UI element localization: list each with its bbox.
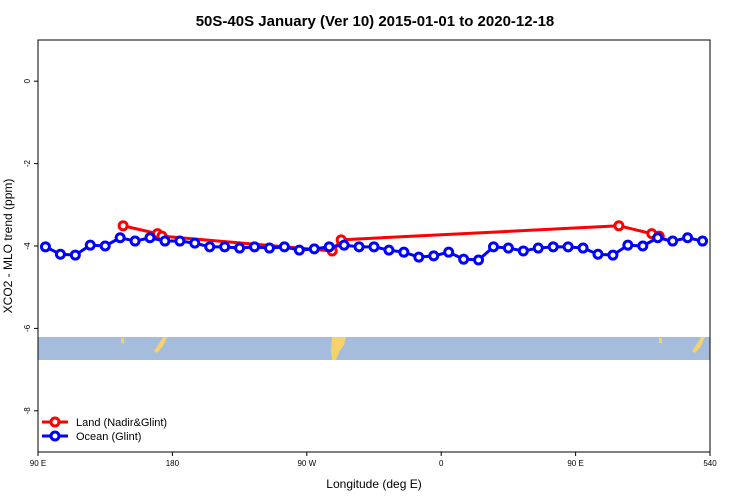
series-point [69,249,81,261]
series-point [413,251,425,263]
x-axis-label: Longitude (deg E) [326,477,421,491]
y-tick-label: -6 [23,324,32,332]
legend-label: Ocean (Glint) [76,431,141,443]
y-tick-label: -8 [23,407,32,415]
chart-title: 50S-40S January (Ver 10) 2015-01-01 to 2… [196,13,555,30]
land-patch [692,337,705,353]
series-point [308,243,320,255]
x-tick-label: 0 [439,459,444,468]
legend-label: Land (Nadir&Glint) [76,417,167,429]
y-tick-label: -4 [23,242,32,250]
series-point [622,239,634,251]
series-point [652,232,664,244]
series-point [697,235,709,247]
land-patch [154,337,167,353]
series-point [592,248,604,260]
series-point [398,246,410,258]
series-point [667,235,679,247]
series-point [487,241,499,253]
series-point [473,254,485,266]
series-point [353,241,365,253]
series-point [278,241,290,253]
series-point [84,239,96,251]
series-point [517,245,529,257]
series-point [577,242,589,254]
x-tick-label: 90 E [30,459,46,468]
series-point [323,241,335,253]
series-point [129,235,141,247]
series-point [293,244,305,256]
y-axis-label: XCO2 - MLO trend (ppm) [1,179,15,314]
series-point [204,241,216,253]
series-point [234,242,246,254]
series-point [117,220,129,232]
land-patch [331,337,346,360]
series-point [502,242,514,254]
series-point [99,240,111,252]
series-point [532,242,544,254]
x-tick-label: 180 [166,459,180,468]
x-tick-label: 540 [703,459,717,468]
series-point [249,241,261,253]
series-point [189,237,201,249]
series-point [682,232,694,244]
series-point [383,244,395,256]
legend-marker [49,416,61,428]
x-tick-label: 90 E [567,459,583,468]
series-point [368,241,380,253]
legend-marker [49,430,61,442]
series-point [607,249,619,261]
series-point [174,235,186,247]
series-point [219,241,231,253]
series-point [159,235,171,247]
series-point [547,241,559,253]
y-tick-label: 0 [23,78,32,83]
series-point [458,253,470,265]
series-point [144,232,156,244]
series-point [114,232,126,244]
series-point [443,246,455,258]
map-band [38,337,710,360]
series-point [54,248,66,260]
land-patch [121,338,124,344]
x-tick-label: 90 W [297,459,316,468]
y-tick-label: -2 [23,159,32,167]
series-point [613,220,625,232]
series-point [428,250,440,262]
series-point [338,239,350,251]
series-point [562,241,574,253]
series-point [637,240,649,252]
series-point [263,242,275,254]
series-point [39,241,51,253]
land-patch [659,338,662,343]
ocean-band [38,337,710,360]
